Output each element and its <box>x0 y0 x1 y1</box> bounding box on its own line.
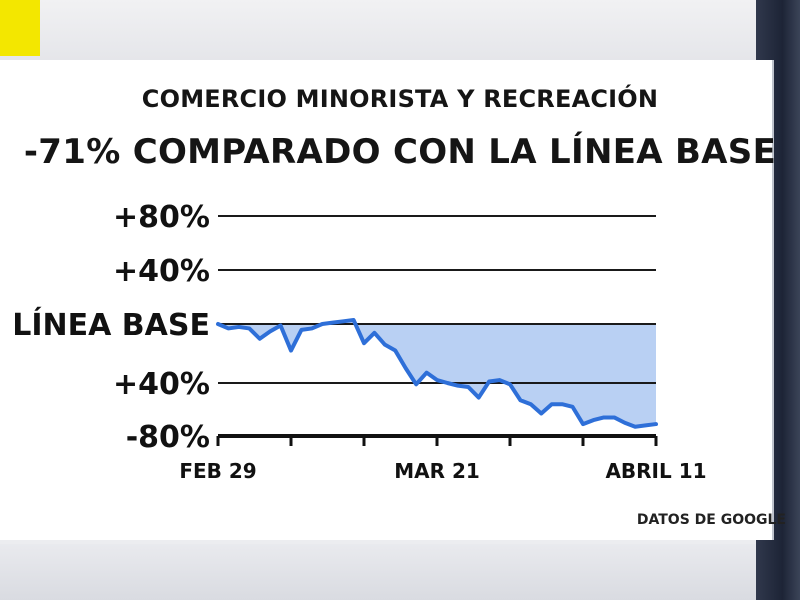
accent-block <box>0 0 40 56</box>
y-tick-label: LÍNEA BASE <box>12 307 210 343</box>
top-strip <box>0 0 800 60</box>
y-tick-label: -80% <box>126 420 210 455</box>
source-label: DATOS DE GOOGLE <box>636 512 786 528</box>
chart-title: COMERCIO MINORISTA Y RECREACIÓN <box>141 85 659 113</box>
series-line <box>216 317 658 429</box>
x-tick-label: MAR 21 <box>394 459 480 483</box>
bottom-strip <box>0 544 800 600</box>
y-tick-label: +40% <box>113 254 210 289</box>
x-tick-label: ABRIL 11 <box>605 459 706 483</box>
chart-panel <box>0 60 774 540</box>
area-fill <box>218 319 656 427</box>
chart-subtitle: -71% COMPARADO CON LA LÍNEA BASE <box>23 132 777 172</box>
y-tick-label: +80% <box>113 200 210 235</box>
y-tick-label: +40% <box>113 367 210 402</box>
x-tick-label: FEB 29 <box>179 459 256 483</box>
